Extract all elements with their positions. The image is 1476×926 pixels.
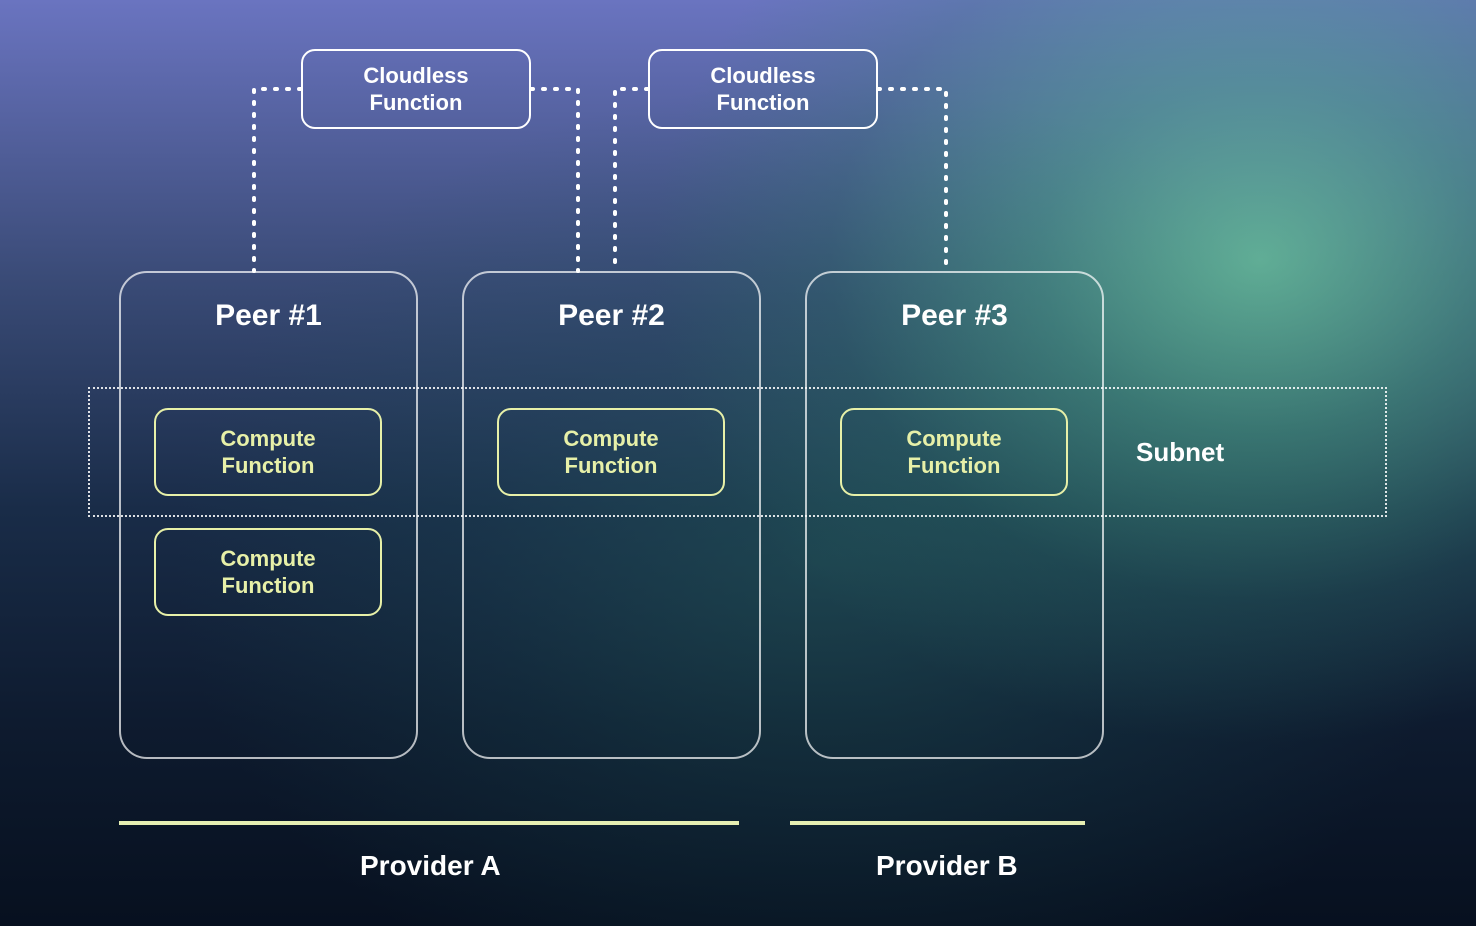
subnet-label: Subnet: [1136, 437, 1224, 468]
peer-title: Peer #1: [119, 299, 418, 333]
peer-title: Peer #3: [805, 299, 1104, 333]
compute-function-box: Compute Function: [154, 528, 382, 616]
provider-label: Provider B: [876, 850, 1018, 882]
peer-box: [805, 271, 1104, 759]
peer-box: [462, 271, 761, 759]
compute-function-box: Compute Function: [154, 408, 382, 496]
compute-function-box: Compute Function: [840, 408, 1068, 496]
compute-function-box: Compute Function: [497, 408, 725, 496]
peer-box: [119, 271, 418, 759]
peer-title: Peer #2: [462, 299, 761, 333]
cloudless-function-box: Cloudless Function: [301, 49, 531, 129]
cloudless-function-box: Cloudless Function: [648, 49, 878, 129]
provider-label: Provider A: [360, 850, 501, 882]
diagram-canvas: Subnet Peer #1 Compute Function Compute Fun…: [0, 0, 1476, 926]
